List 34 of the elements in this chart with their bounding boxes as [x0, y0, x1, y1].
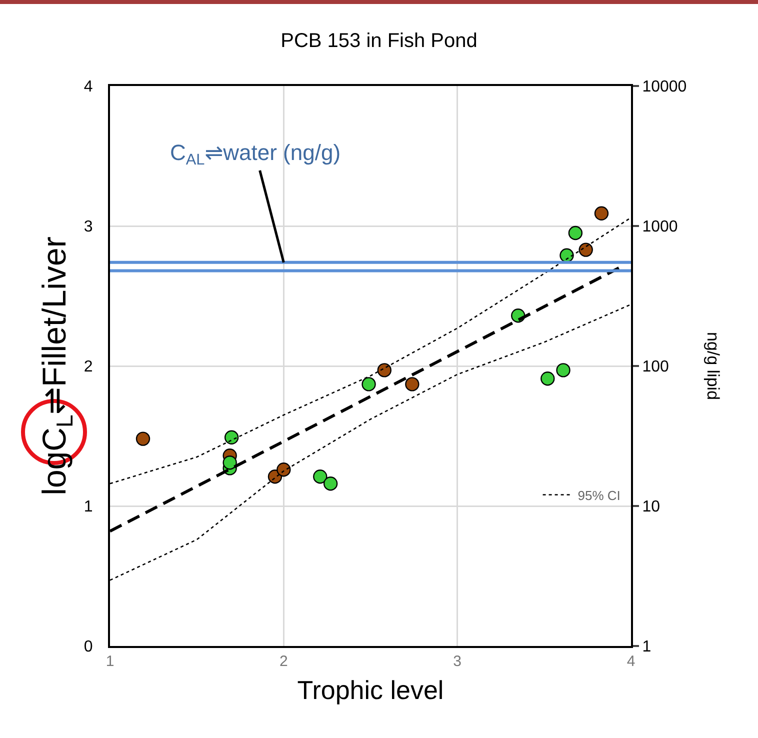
point — [276, 462, 291, 477]
y2-tick-label: 10000 — [642, 78, 687, 96]
x-tick-label: 1 — [106, 653, 114, 670]
x-tick-label: 2 — [280, 653, 288, 670]
y-tick-label: 2 — [84, 358, 93, 376]
point — [313, 470, 328, 484]
point — [405, 377, 420, 392]
point — [224, 430, 239, 444]
point — [540, 372, 555, 386]
y2-tick-label: 100 — [642, 358, 669, 376]
y-tick-label: 0 — [84, 638, 93, 656]
chart-title: PCB 153 in Fish Pond — [280, 30, 478, 52]
y-tick-label: 1 — [84, 498, 93, 516]
y-tick-label: 3 — [84, 218, 93, 236]
point — [578, 242, 593, 257]
point — [568, 226, 583, 240]
x-axis-title: Trophic level — [297, 675, 444, 706]
x-tick-label: 3 — [453, 653, 462, 670]
point — [556, 363, 570, 378]
y2-tick-label: 10 — [642, 498, 660, 516]
point — [323, 476, 338, 491]
point — [136, 432, 150, 446]
annotation: C$_{AL}$⇌water (ng/g) — [170, 140, 341, 169]
point — [560, 248, 574, 262]
legend-label: 95% CI — [578, 488, 620, 503]
y2-tick-label: 1000 — [642, 218, 678, 236]
point — [377, 363, 392, 378]
y2-axis-title: ng/g lipid — [704, 332, 723, 400]
point — [594, 206, 609, 220]
x-tick-label: 4 — [626, 653, 636, 670]
y-tick-label: 4 — [84, 78, 93, 96]
point — [362, 377, 376, 392]
y2-tick-label: 1 — [642, 638, 652, 656]
point — [222, 456, 237, 470]
